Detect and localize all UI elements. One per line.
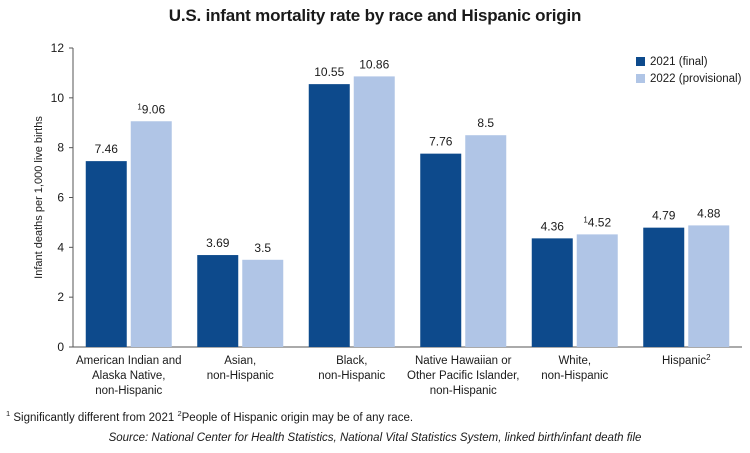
bar-2021 [197,255,239,347]
category-label: non-Hispanic [318,370,385,382]
bar-value-label: 7.76 [429,135,453,149]
bar-value-label: 3.5 [254,241,271,255]
category-label: Black, [336,355,367,367]
chart-title: U.S. infant mortality rate by race and H… [168,6,582,25]
bar-value-label: 3.69 [206,236,230,250]
category-label: Other Pacific Islander, [407,370,520,382]
bar-2021 [420,153,462,347]
bar-value-label: 4.88 [697,206,721,220]
category-label: non-Hispanic [207,370,274,382]
y-tick-label: 0 [57,340,64,354]
category-label: Hispanic2 [662,353,711,368]
category-label: Alaska Native, [92,370,166,382]
category-label: non-Hispanic [430,385,497,397]
footnote-mark-2: 2 [177,409,182,418]
category-label: non-Hispanic [95,385,162,397]
bar-2021 [531,238,573,347]
bar-value-label: 4.79 [652,209,676,223]
footnote-text-1: Significantly different from 2021 [10,411,178,424]
bar-2022 [130,121,172,347]
bar-2022 [576,234,618,347]
y-tick-label: 4 [57,240,64,254]
category-label: White, [558,355,591,367]
y-axis-title: Infant deaths per 1,000 live births [33,116,45,279]
category-label: American Indian and [76,355,181,367]
bar-2022 [353,76,395,347]
footnote-mark-1: 1 [6,409,11,418]
bar-value-label: 4.36 [541,219,565,233]
y-tick-label: 10 [51,91,65,105]
bar-value-label: 8.5 [477,116,494,130]
bar-2021 [308,84,350,348]
source-note: Source: National Center for Health Stati… [108,432,642,444]
y-tick-label: 12 [51,41,65,55]
bar-2021 [643,227,685,347]
category-label: non-Hispanic [541,370,608,382]
legend-label-2022: 2022 (provisional) [650,73,742,85]
bar-value-label: 10.86 [359,57,389,71]
footnote: 1 Significantly different from 2021 2Peo… [6,409,413,424]
bar-2021 [85,161,127,347]
legend-swatch-2022 [636,74,645,83]
y-tick-label: 6 [57,191,64,205]
bar-2022 [688,225,730,347]
footnote-text-2: People of Hispanic origin may be of any … [181,411,414,424]
legend-swatch-2021 [636,57,645,66]
y-tick-label: 2 [57,290,64,304]
legend-label-2021: 2021 (final) [650,56,708,68]
bar-value-label: 10.55 [314,65,344,79]
bar-value-label: 19.06 [137,102,165,117]
category-label: Native Hawaiian or [415,355,512,367]
bar-2022 [465,135,507,347]
bar-value-label: 7.46 [95,142,119,156]
bar-2022 [242,259,284,347]
y-tick-label: 8 [57,141,64,155]
bar-value-label: 14.52 [583,215,611,230]
category-label: Asian, [224,355,256,367]
